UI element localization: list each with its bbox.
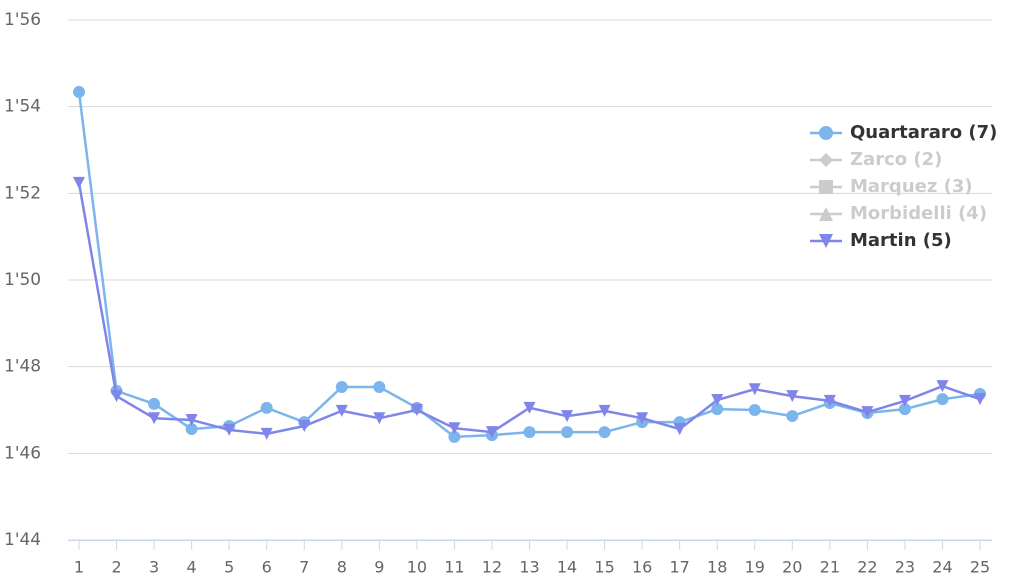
data-point xyxy=(260,401,273,414)
data-point xyxy=(185,413,198,426)
legend-marker xyxy=(819,207,833,221)
data-point xyxy=(148,412,161,425)
y-tick-label: 1'46 xyxy=(4,443,41,463)
x-tick-label: 13 xyxy=(519,558,539,577)
legend-marker xyxy=(819,180,833,194)
data-point xyxy=(636,412,649,425)
data-point xyxy=(711,394,724,407)
data-point xyxy=(786,410,799,423)
legend-label: Marquez (3) xyxy=(850,176,973,197)
data-point xyxy=(711,403,724,416)
x-tick-label: 2 xyxy=(111,558,121,577)
data-point xyxy=(335,381,348,394)
x-tick-label: 1 xyxy=(74,558,84,577)
x-tick-label: 11 xyxy=(444,558,464,577)
x-tick-label: 12 xyxy=(482,558,502,577)
x-tick-label: 24 xyxy=(932,558,952,577)
data-point xyxy=(260,427,273,440)
data-point xyxy=(861,406,874,419)
x-tick-label: 17 xyxy=(669,558,689,577)
legend-label: Zarco (2) xyxy=(850,149,942,170)
data-point xyxy=(448,430,461,443)
x-tick-label: 23 xyxy=(895,558,915,577)
data-point xyxy=(561,410,574,423)
data-point xyxy=(485,426,498,439)
data-point xyxy=(298,420,311,433)
legend-item[interactable]: Marquez (3) xyxy=(810,176,973,197)
x-tick-label: 4 xyxy=(187,558,197,577)
legend-item[interactable]: Zarco (2) xyxy=(810,149,942,170)
data-point xyxy=(673,423,686,436)
data-point xyxy=(223,423,236,436)
data-point xyxy=(936,380,949,393)
data-point xyxy=(73,85,85,98)
series-line xyxy=(77,182,981,436)
data-point xyxy=(448,422,461,435)
y-tick-label: 1'48 xyxy=(4,357,41,377)
data-point xyxy=(73,176,85,189)
data-point xyxy=(974,393,986,406)
data-point xyxy=(148,397,161,410)
data-point xyxy=(110,390,123,403)
data-point xyxy=(598,404,611,417)
data-point xyxy=(748,404,761,416)
y-tick-label: 1'54 xyxy=(4,97,41,117)
x-tick-label: 21 xyxy=(820,558,840,577)
legend-label: Martin (5) xyxy=(850,230,952,251)
y-tick-label: 1'50 xyxy=(4,270,41,290)
legend-label: Quartararo (7) xyxy=(850,122,997,143)
x-tick-label: 18 xyxy=(707,558,727,577)
x-tick-label: 15 xyxy=(594,558,614,577)
data-point xyxy=(373,412,386,425)
x-tick-label: 7 xyxy=(299,558,309,577)
x-tick-label: 25 xyxy=(970,558,990,577)
data-point xyxy=(823,394,836,407)
y-tick-label: 1'44 xyxy=(4,530,41,550)
data-point xyxy=(748,383,761,396)
data-point xyxy=(898,403,911,416)
data-point xyxy=(561,426,574,439)
legend-marker xyxy=(819,234,833,248)
x-tick-label: 3 xyxy=(149,558,159,577)
data-point xyxy=(598,426,611,439)
data-point xyxy=(373,381,386,394)
x-tick-label: 8 xyxy=(337,558,347,577)
y-tick-label: 1'56 xyxy=(4,10,41,30)
x-tick-label: 10 xyxy=(407,558,427,577)
x-tick-label: 19 xyxy=(745,558,765,577)
data-point xyxy=(185,423,198,436)
legend-label: Morbidelli (4) xyxy=(850,203,987,224)
series-line xyxy=(77,91,981,439)
data-point xyxy=(936,393,949,406)
data-point xyxy=(898,394,911,407)
data-point xyxy=(335,404,348,417)
legend-item[interactable]: Martin (5) xyxy=(810,230,952,251)
x-tick-label: 14 xyxy=(557,558,577,577)
x-tick-label: 6 xyxy=(262,558,272,577)
data-point xyxy=(523,426,536,439)
x-tick-label: 20 xyxy=(782,558,802,577)
legend-marker xyxy=(819,153,833,167)
x-tick-label: 16 xyxy=(632,558,652,577)
data-point xyxy=(523,401,536,414)
legend-marker xyxy=(819,126,833,140)
x-tick-label: 5 xyxy=(224,558,234,577)
legend-item[interactable]: Morbidelli (4) xyxy=(810,203,987,224)
legend-item[interactable]: Quartararo (7) xyxy=(810,122,997,143)
x-tick-label: 9 xyxy=(374,558,384,577)
y-tick-label: 1'52 xyxy=(4,183,41,203)
data-point xyxy=(410,404,423,416)
x-tick-label: 22 xyxy=(857,558,877,577)
data-point xyxy=(786,390,799,403)
